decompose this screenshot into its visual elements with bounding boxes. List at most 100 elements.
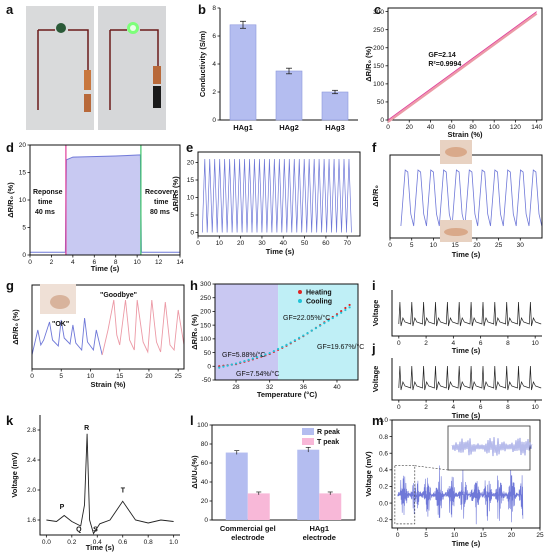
x-tick-label: 80 xyxy=(469,124,477,131)
y-tick-label: 0 xyxy=(212,117,216,124)
zoom-connector xyxy=(414,465,449,471)
x-tick-label: 40 xyxy=(280,240,288,247)
annotation: GF=22.05%/°C xyxy=(283,314,330,322)
y-tick-label: 0.8 xyxy=(379,434,388,441)
y-tick-label: 2.0 xyxy=(27,487,36,494)
annotation: GF=7.54%/°C xyxy=(236,370,279,378)
y-tick-label: 2.8 xyxy=(27,427,36,434)
panel-label-h: h xyxy=(190,278,198,293)
annotation: GF=19.67%/°C xyxy=(317,343,364,351)
x-tick-label: 0 xyxy=(386,124,390,131)
scatter-point xyxy=(285,343,288,346)
scatter-point xyxy=(268,352,271,355)
panel-i: i 0 2 4 6 8 10 Time (s) Voltage xyxy=(371,278,542,355)
scatter-point xyxy=(310,329,313,332)
annotation: T xyxy=(121,487,126,494)
x-tick-label: 5 xyxy=(424,532,428,539)
x-tick-label: 25 xyxy=(495,242,503,249)
x-axis-label: Time (s) xyxy=(452,250,481,259)
x-tick-label: 0 xyxy=(397,404,401,411)
y-axis-label: Voltage (mV) xyxy=(10,452,19,498)
y-tick-label: 0.2 xyxy=(379,484,388,491)
x-tick-label: 0 xyxy=(388,242,392,249)
axis-lines xyxy=(391,358,542,401)
y-tick-label: 200 xyxy=(373,45,384,52)
x-tick-label: 0 xyxy=(28,259,32,266)
panel-label-k: k xyxy=(6,413,14,428)
x-tick-label: 6 xyxy=(479,404,483,411)
scatter-point xyxy=(226,364,229,367)
scatter-point xyxy=(314,327,318,330)
scatter-point xyxy=(293,339,297,342)
annotation: 40 ms xyxy=(35,209,55,216)
x-tick-label: 0.0 xyxy=(42,539,51,546)
led-off-icon xyxy=(56,23,66,33)
x-tick-label: 140 xyxy=(531,124,542,131)
y-axis-label: Voltage xyxy=(371,366,380,393)
scatter-point xyxy=(331,316,334,320)
x-tick-label: 0.4 xyxy=(93,539,102,546)
y-axis-label: ΔR/R₀ (%) xyxy=(171,176,180,212)
x-tick-label: 60 xyxy=(448,124,456,131)
x-tick-label: 20 xyxy=(237,240,245,247)
panel-m: m 0 5 10 15 20 25 -0.2 0.0 0.2 0.4 0.6 0.8 1.0 Time (… xyxy=(364,413,544,548)
x-tick-label: 8 xyxy=(506,340,510,347)
y-axis-label: ΔR/R₀ (%) xyxy=(6,182,15,218)
x-axis-label: Time (s) xyxy=(86,543,115,552)
data-line xyxy=(398,301,542,327)
y-tick-label: 250 xyxy=(200,295,211,302)
y-tick-label: 15 xyxy=(19,170,27,177)
x-tick-label: 0 xyxy=(397,340,401,347)
category-label: HAg1 xyxy=(233,123,253,132)
legend-label: Heating xyxy=(306,290,332,297)
scatter-point xyxy=(234,362,238,365)
fit-line xyxy=(387,11,537,121)
data-line xyxy=(46,433,174,535)
scatter-point xyxy=(327,319,330,322)
data-line-goodbye xyxy=(101,299,184,356)
y-tick-label: 10 xyxy=(187,195,195,202)
x-axis-label: Time (s) xyxy=(452,346,481,355)
x-tick-label: 14 xyxy=(176,259,184,266)
x-tick-label: 0.6 xyxy=(118,539,127,546)
panel-label-i: i xyxy=(372,278,376,293)
bar xyxy=(247,493,270,520)
annotation: R xyxy=(84,425,89,432)
data-line-ok xyxy=(32,317,103,356)
x-tick-label: 30 xyxy=(258,240,266,247)
hydrogel-strip-icon xyxy=(84,70,91,90)
zoom-box xyxy=(394,465,416,525)
x-tick-label: 6 xyxy=(479,340,483,347)
annotation: Q xyxy=(76,526,82,533)
data-line xyxy=(397,464,524,525)
plot-frame xyxy=(391,419,541,529)
y-tick-label: 15 xyxy=(187,177,195,184)
y-axis-label: Voltage (mV) xyxy=(364,451,373,497)
y-tick-label: 0.4 xyxy=(379,467,388,474)
x-tick-label: 10 xyxy=(451,532,459,539)
category-label: Commercial gel xyxy=(220,524,276,533)
x-tick-label: 40 xyxy=(333,384,341,391)
annotation: "Goodbye" xyxy=(100,292,137,299)
scatter-point xyxy=(230,363,233,366)
x-tick-label: 8 xyxy=(506,404,510,411)
x-tick-label: 10 xyxy=(532,404,540,411)
x-tick-label: 0.8 xyxy=(144,539,153,546)
data-line xyxy=(387,12,538,123)
x-tick-label: 0 xyxy=(396,532,400,539)
annotation: R²=0.9994 xyxy=(428,61,461,68)
bar xyxy=(229,24,257,121)
x-tick-label: 70 xyxy=(344,240,352,247)
bar xyxy=(321,91,349,121)
y-tick-label: 8 xyxy=(212,5,216,12)
x-tick-label: 50 xyxy=(301,240,309,247)
panel-label-e: e xyxy=(186,140,193,155)
y-tick-label: 100 xyxy=(200,336,211,343)
y-tick-label: 1.0 xyxy=(379,417,388,424)
annotation: P xyxy=(60,504,65,511)
x-tick-label: 2 xyxy=(50,259,54,266)
y-tick-label: 5 xyxy=(190,212,194,219)
panel-k: k 0.0 0.2 0.4 0.6 0.8 1.0 1.6 2.0 2.4 2.8 Time (s)… xyxy=(6,413,180,552)
legend-swatch xyxy=(302,438,314,445)
